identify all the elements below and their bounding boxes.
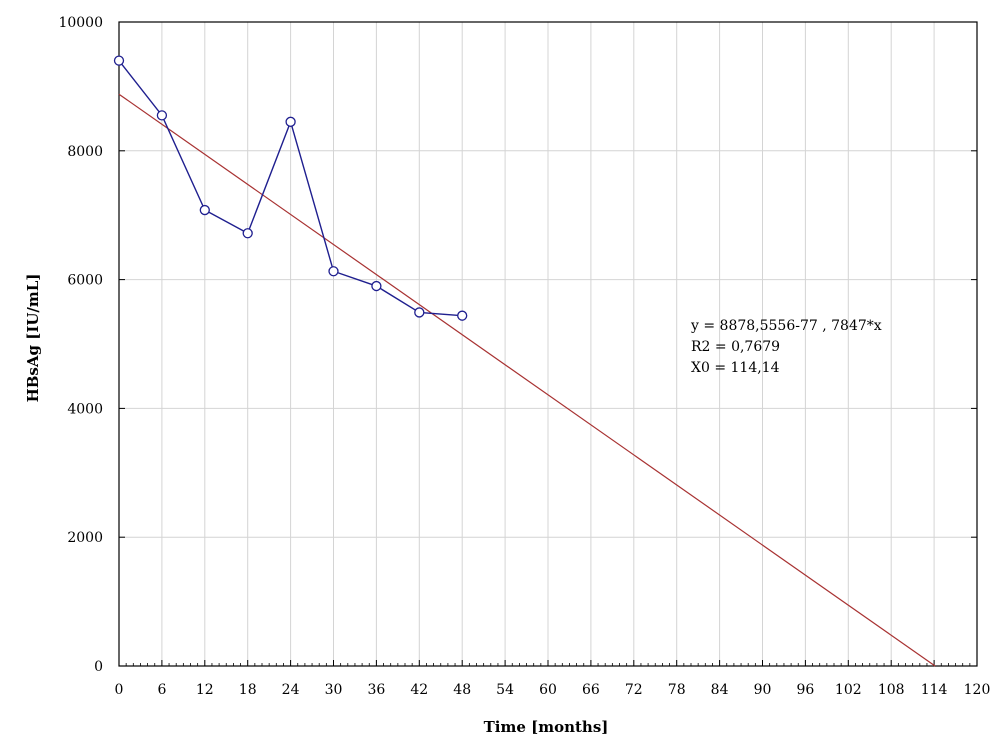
x-tick-label: 60 (539, 682, 557, 698)
x-tick-label: 120 (964, 682, 991, 698)
data-point (328, 266, 339, 277)
x-tick-label: 12 (196, 682, 214, 698)
equation-annotation: R2 = 0,7679 (691, 339, 780, 355)
x-tick-label: 114 (921, 682, 948, 698)
data-point (242, 228, 253, 239)
x-tick-label: 18 (239, 682, 257, 698)
trendline (118, 93, 936, 667)
equation-annotation: y = 8878,5556-77 , 7847*x (690, 318, 882, 334)
annotations: y = 8878,5556-77 , 7847*x R2 = 0,7679 X0 =… (690, 318, 882, 376)
grid (119, 22, 977, 666)
y-tick-label: 8000 (67, 144, 103, 160)
x-tick-label: 72 (625, 682, 643, 698)
y-tick-label: 10000 (58, 15, 103, 31)
x-tick-label: 6 (157, 682, 166, 698)
x-tick-label: 42 (410, 682, 428, 698)
x-axis-title: Time [months] (484, 718, 609, 736)
y-tick-label: 0 (94, 659, 103, 675)
x-tick-label: 78 (668, 682, 686, 698)
x-tick-label: 24 (282, 682, 300, 698)
data-point (285, 116, 296, 127)
data-point (156, 110, 168, 121)
y-tick-label: 4000 (67, 401, 103, 417)
x-tick-label: 48 (453, 682, 471, 698)
data-point (457, 310, 468, 321)
data-point (199, 204, 210, 216)
y-axis-title: HBsAg [IU/mL] (24, 274, 42, 403)
data-series (113, 55, 468, 321)
y-tick-label: 2000 (67, 530, 103, 546)
data-point (371, 280, 382, 292)
x-tick-label: 36 (367, 682, 385, 698)
x-tick-label: 0 (115, 682, 124, 698)
x-tick-label: 30 (325, 682, 343, 698)
x-tick-label: 84 (711, 682, 729, 698)
x-tick-label: 108 (878, 682, 905, 698)
x-tick-label: 96 (796, 682, 814, 698)
data-point (113, 55, 125, 66)
axis-ticks: 0 6 12 18 24 30 36 42 48 54 60 66 72 78 84 90 96 102 108 11… (58, 15, 990, 698)
x-tick-label: 90 (754, 682, 772, 698)
regression-line (118, 93, 936, 667)
y-tick-label: 6000 (67, 273, 103, 289)
equation-annotation: X0 = 114,14 (691, 360, 780, 376)
data-point (414, 307, 425, 318)
x-tick-label: 102 (835, 682, 862, 698)
x-tick-label: 54 (496, 682, 514, 698)
x-tick-label: 66 (582, 682, 600, 698)
